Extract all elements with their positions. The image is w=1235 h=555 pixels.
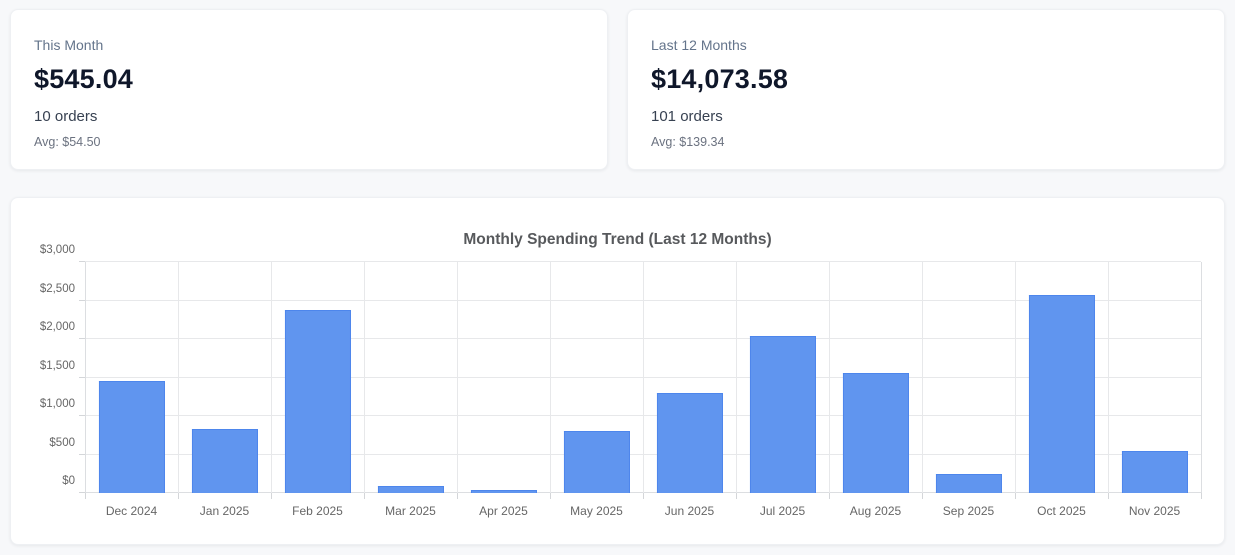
- x-axis-tick-label: Jan 2025: [199, 504, 250, 518]
- gridline-vertical: [1108, 262, 1109, 493]
- x-axis-tick: [457, 493, 458, 499]
- gridline-vertical: [457, 262, 458, 493]
- gridline-vertical: [271, 262, 272, 493]
- y-axis-tick: [79, 261, 85, 262]
- gridline-vertical: [85, 262, 86, 493]
- card-total-amount: $14,073.58: [651, 64, 789, 94]
- bar-may-2025[interactable]: [563, 431, 630, 493]
- y-axis-tick-label: $0: [62, 475, 75, 487]
- x-axis-tick: [550, 493, 551, 499]
- bar-jul-2025[interactable]: [749, 335, 816, 493]
- x-axis-tick: [736, 493, 737, 499]
- x-axis-tick-label: Dec 2024: [105, 504, 158, 518]
- gridline-horizontal: [85, 261, 1201, 262]
- y-axis-tick: [79, 376, 85, 378]
- y-axis-tick: [79, 338, 85, 340]
- gridline-vertical: [643, 262, 644, 493]
- bar-aug-2025[interactable]: [842, 372, 909, 493]
- x-axis-tick-label: Jul 2025: [759, 504, 806, 518]
- summary-card-last-12-months: Last 12 Months $14,073.58 101 orders Avg…: [627, 9, 1225, 170]
- chart-title: Monthly Spending Trend (Last 12 Months): [463, 231, 772, 248]
- x-axis-tick: [829, 493, 830, 499]
- x-axis-tick-label: Feb 2025: [292, 504, 343, 518]
- bar-apr-2025[interactable]: [470, 489, 537, 493]
- gridline-vertical: [550, 262, 551, 493]
- gridline-vertical: [1015, 262, 1016, 493]
- card-label: Last 12 Months: [651, 37, 747, 53]
- x-axis-tick-label: Sep 2025: [942, 504, 995, 518]
- x-axis-tick: [1201, 493, 1202, 499]
- bar-sep-2025[interactable]: [935, 473, 1002, 493]
- bar-jan-2025[interactable]: [191, 429, 258, 493]
- card-average-amount: Avg: $54.50: [34, 135, 101, 149]
- y-axis-tick: [79, 299, 85, 301]
- x-axis-tick-label: Apr 2025: [479, 504, 528, 518]
- y-axis-tick-label: $1,500: [39, 359, 75, 372]
- gridline-vertical: [178, 262, 179, 493]
- card-order-count: 10 orders: [34, 108, 98, 125]
- y-axis-tick: [79, 415, 85, 417]
- x-axis-tick: [178, 493, 179, 499]
- y-axis-tick: [79, 492, 85, 493]
- bar-jun-2025[interactable]: [656, 392, 723, 493]
- bar-oct-2025[interactable]: [1028, 294, 1095, 493]
- bar-nov-2025[interactable]: [1121, 451, 1188, 493]
- summary-card-this-month: This Month $545.04 10 orders Avg: $54.50: [10, 9, 608, 170]
- x-axis-tick: [1015, 493, 1016, 499]
- y-axis-tick: [79, 453, 85, 455]
- x-axis-tick: [643, 493, 644, 499]
- gridline-vertical: [1201, 262, 1202, 493]
- card-average-amount: Avg: $139.34: [651, 135, 725, 149]
- gridline-vertical: [922, 262, 923, 493]
- x-axis-tick: [1108, 493, 1109, 499]
- y-axis-tick-label: $1,000: [39, 398, 75, 411]
- x-axis-tick-label: Nov 2025: [1128, 504, 1181, 518]
- x-axis-tick: [364, 493, 365, 499]
- x-axis-tick-label: Mar 2025: [385, 504, 436, 518]
- plot-area: $0 $500 $1,000 $1,500 $2,000 $2,500 $3,000 Dec …: [40, 244, 1202, 518]
- gridline-vertical: [829, 262, 830, 493]
- x-axis-tick-label: Jun 2025: [664, 504, 715, 518]
- gridline-vertical: [364, 262, 365, 493]
- x-axis-tick: [922, 493, 923, 499]
- summary-row: This Month $545.04 10 orders Avg: $54.50…: [10, 9, 1225, 170]
- x-axis-tick-label: May 2025: [570, 504, 623, 518]
- y-axis-tick-label: $500: [49, 436, 75, 449]
- monthly-spending-trend-card: Monthly Spending Trend (Last 12 Months) …: [10, 197, 1225, 545]
- card-order-count: 101 orders: [651, 108, 723, 125]
- x-axis-tick: [85, 493, 86, 499]
- bar-mar-2025[interactable]: [377, 485, 444, 493]
- card-label: This Month: [34, 37, 104, 53]
- x-axis-tick-label: Oct 2025: [1037, 504, 1086, 518]
- y-axis-tick-label: $3,000: [39, 244, 75, 256]
- y-axis-tick-label: $2,500: [39, 282, 75, 295]
- x-axis-tick: [271, 493, 272, 499]
- gridline-vertical: [736, 262, 737, 493]
- card-total-amount: $545.04: [34, 64, 133, 94]
- bar-feb-2025[interactable]: [284, 309, 351, 493]
- bar-dec-2024[interactable]: [98, 380, 165, 493]
- x-axis-tick-label: Aug 2025: [849, 504, 902, 518]
- y-axis-tick-label: $2,000: [39, 321, 75, 334]
